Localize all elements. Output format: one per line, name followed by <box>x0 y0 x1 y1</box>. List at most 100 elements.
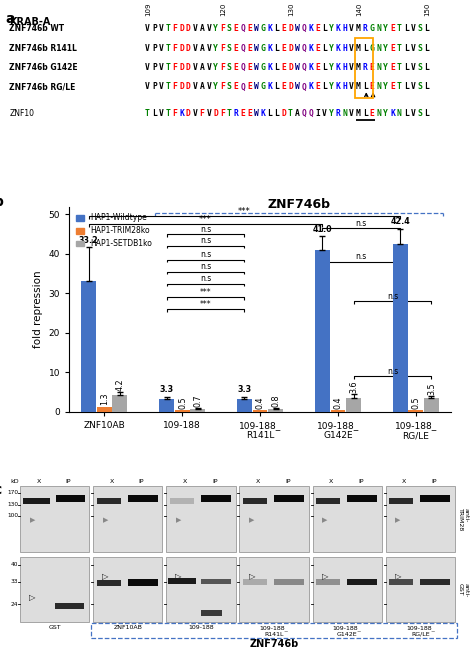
Text: F: F <box>220 44 225 53</box>
Bar <box>268 409 283 412</box>
Text: N: N <box>397 109 402 118</box>
Text: E: E <box>390 44 395 53</box>
Text: L: L <box>424 24 429 33</box>
Text: ▷: ▷ <box>395 572 401 581</box>
Text: T: T <box>397 24 402 33</box>
Text: E: E <box>281 82 286 92</box>
Text: ▷: ▷ <box>102 572 109 581</box>
Text: L: L <box>322 24 327 33</box>
Text: N: N <box>376 82 382 92</box>
Text: V: V <box>206 109 211 118</box>
Text: n.s: n.s <box>200 237 211 245</box>
Text: K: K <box>336 44 340 53</box>
Text: ▷: ▷ <box>175 572 182 581</box>
Text: 130: 130 <box>288 2 294 16</box>
Text: E: E <box>370 82 374 92</box>
Text: Q: Q <box>301 82 307 92</box>
Text: E: E <box>247 24 252 33</box>
Text: Q: Q <box>301 24 307 33</box>
Text: Y: Y <box>383 63 388 72</box>
Text: M: M <box>356 63 361 72</box>
Text: V: V <box>206 24 211 33</box>
Text: Q: Q <box>309 109 313 118</box>
Text: V: V <box>322 109 327 118</box>
Text: E: E <box>281 63 286 72</box>
Bar <box>315 250 330 412</box>
Text: D: D <box>281 109 286 118</box>
Text: D: D <box>179 24 184 33</box>
Text: Y: Y <box>329 44 334 53</box>
Text: 42.4: 42.4 <box>391 217 410 226</box>
Text: A: A <box>200 82 204 92</box>
Text: W: W <box>254 82 259 92</box>
Text: V: V <box>410 82 415 92</box>
Text: ***: *** <box>199 215 212 224</box>
Text: Q: Q <box>301 63 307 72</box>
Text: W: W <box>295 44 300 53</box>
Bar <box>346 398 361 412</box>
Text: W: W <box>254 109 259 118</box>
Text: V: V <box>410 24 415 33</box>
Text: L: L <box>274 24 279 33</box>
Text: anti-
TRIM28: anti- TRIM28 <box>458 508 469 531</box>
Text: F: F <box>173 109 177 118</box>
Text: D: D <box>288 63 293 72</box>
Text: ▷: ▷ <box>248 572 255 581</box>
Text: anti-
GST: anti- GST <box>458 583 469 597</box>
Text: W: W <box>295 63 300 72</box>
Text: 33.2: 33.2 <box>79 236 99 245</box>
Text: ▷: ▷ <box>29 593 36 602</box>
Text: K: K <box>268 24 273 33</box>
Text: E: E <box>247 44 252 53</box>
Text: 41.0: 41.0 <box>312 225 332 234</box>
Text: 33: 33 <box>11 579 18 585</box>
Text: ZNF10AB: ZNF10AB <box>113 625 142 630</box>
Text: 140: 140 <box>356 2 363 16</box>
Text: ZNF746b G142E: ZNF746b G142E <box>9 63 78 72</box>
Text: L: L <box>363 109 368 118</box>
Text: Y: Y <box>383 44 388 53</box>
Text: N: N <box>376 44 382 53</box>
Text: ▶: ▶ <box>30 517 35 523</box>
Text: K: K <box>336 63 340 72</box>
Text: IP: IP <box>358 479 364 484</box>
Text: S: S <box>227 44 232 53</box>
Text: ZNF746b R141L: ZNF746b R141L <box>9 44 77 53</box>
Text: n.s: n.s <box>200 262 211 271</box>
Text: S: S <box>417 63 422 72</box>
Text: F: F <box>220 109 225 118</box>
Text: D: D <box>179 82 184 92</box>
Text: L: L <box>274 44 279 53</box>
Text: T: T <box>165 109 171 118</box>
Text: G: G <box>261 82 265 92</box>
Text: S: S <box>227 63 232 72</box>
Text: P: P <box>152 63 157 72</box>
Text: 0.8: 0.8 <box>272 394 281 407</box>
Text: V: V <box>349 82 354 92</box>
Text: 0.4: 0.4 <box>334 396 343 409</box>
Text: 100: 100 <box>8 513 18 519</box>
Text: M: M <box>356 24 361 33</box>
Text: L: L <box>322 82 327 92</box>
Text: ▷: ▷ <box>102 572 109 581</box>
Text: L: L <box>274 82 279 92</box>
Text: L: L <box>363 44 368 53</box>
Text: F: F <box>200 109 204 118</box>
Text: R: R <box>363 24 368 33</box>
Text: Q: Q <box>301 109 307 118</box>
Text: L: L <box>404 24 409 33</box>
Text: R: R <box>336 109 340 118</box>
Text: Y: Y <box>213 63 218 72</box>
Text: 0.5: 0.5 <box>178 396 187 409</box>
Text: L: L <box>424 44 429 53</box>
Text: D: D <box>186 24 191 33</box>
Text: 3.3: 3.3 <box>237 385 252 394</box>
Text: N: N <box>342 109 347 118</box>
Text: D: D <box>288 24 293 33</box>
Text: ZNF746b RG/LE: ZNF746b RG/LE <box>9 82 76 92</box>
Text: ▷: ▷ <box>248 572 255 581</box>
Text: 1.3: 1.3 <box>100 393 109 405</box>
Text: ▶: ▶ <box>395 517 401 523</box>
Text: V: V <box>349 109 354 118</box>
Text: n.s: n.s <box>387 367 398 375</box>
